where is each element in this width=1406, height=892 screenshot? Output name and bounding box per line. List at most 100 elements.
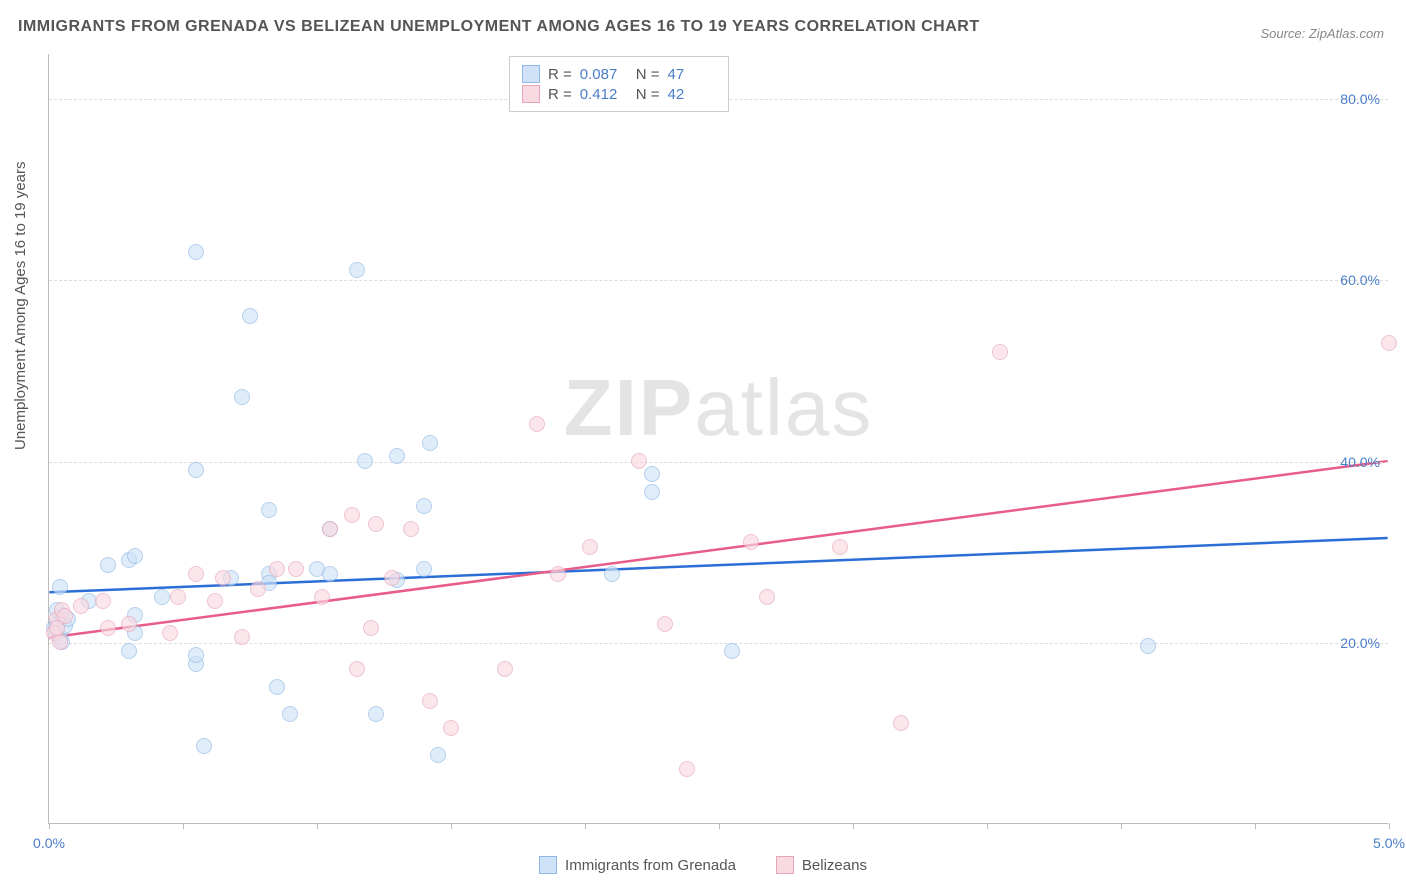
series2-point — [207, 593, 223, 609]
series1-point — [416, 561, 432, 577]
x-tick — [183, 823, 184, 829]
series2-point — [52, 634, 68, 650]
series2-point — [631, 453, 647, 469]
gridline — [49, 643, 1388, 644]
series2-trendline — [49, 461, 1387, 637]
x-tick — [451, 823, 452, 829]
series2-point — [550, 566, 566, 582]
watermark: ZIPatlas — [564, 362, 873, 454]
series2-point — [657, 616, 673, 632]
n-label: N = — [636, 66, 660, 83]
series2-point — [269, 561, 285, 577]
legend-row: R =0.412N =42 — [522, 85, 716, 103]
x-tick — [1121, 823, 1122, 829]
r-value: 0.412 — [580, 86, 628, 103]
x-tick — [1389, 823, 1390, 829]
series1-point — [644, 484, 660, 500]
y-axis-label: Unemployment Among Ages 16 to 19 years — [12, 161, 29, 450]
series1-point — [127, 548, 143, 564]
series2-point — [234, 629, 250, 645]
series2-point — [250, 581, 266, 597]
legend-swatch — [539, 856, 557, 874]
series1-point — [644, 466, 660, 482]
series1-point — [269, 679, 285, 695]
series2-point — [368, 516, 384, 532]
series2-point — [582, 539, 598, 555]
series2-point — [422, 693, 438, 709]
series2-point — [349, 661, 365, 677]
series2-point — [314, 589, 330, 605]
series2-point — [893, 715, 909, 731]
series2-point — [344, 507, 360, 523]
series1-point — [322, 566, 338, 582]
y-tick-label: 40.0% — [1340, 454, 1380, 470]
gridline — [49, 462, 1388, 463]
legend-label: Immigrants from Grenada — [565, 857, 736, 874]
source-attribution: Source: ZipAtlas.com — [1260, 26, 1384, 41]
series1-point — [188, 244, 204, 260]
legend-swatch — [776, 856, 794, 874]
x-tick — [317, 823, 318, 829]
watermark-zip: ZIP — [564, 363, 694, 452]
series1-point — [234, 389, 250, 405]
x-tick — [49, 823, 50, 829]
series1-point — [430, 747, 446, 763]
series2-point — [100, 620, 116, 636]
chart-title: IMMIGRANTS FROM GRENADA VS BELIZEAN UNEM… — [18, 18, 980, 36]
x-tick — [1255, 823, 1256, 829]
series1-point — [1140, 638, 1156, 654]
series2-point — [322, 521, 338, 537]
series2-point — [95, 593, 111, 609]
series1-point — [282, 706, 298, 722]
series2-point — [73, 598, 89, 614]
series1-point — [422, 435, 438, 451]
series2-point — [363, 620, 379, 636]
series1-point — [416, 498, 432, 514]
series2-point — [121, 616, 137, 632]
series1-point — [261, 502, 277, 518]
series1-point — [349, 262, 365, 278]
x-tick-label: 0.0% — [33, 835, 65, 851]
series1-point — [242, 308, 258, 324]
series1-point — [188, 647, 204, 663]
y-tick-label: 20.0% — [1340, 635, 1380, 651]
series1-point — [196, 738, 212, 754]
x-tick — [987, 823, 988, 829]
series1-point — [724, 643, 740, 659]
series1-point — [52, 579, 68, 595]
series2-point — [497, 661, 513, 677]
series2-point — [403, 521, 419, 537]
series2-point — [215, 570, 231, 586]
series2-point — [743, 534, 759, 550]
trendlines-layer — [49, 54, 1388, 823]
legend-swatch — [522, 65, 540, 83]
plot-area: ZIPatlas R =0.087N =47R =0.412N =42 20.0… — [48, 54, 1388, 824]
n-value: 42 — [668, 86, 716, 103]
series2-point — [443, 720, 459, 736]
series1-point — [188, 462, 204, 478]
series1-point — [389, 448, 405, 464]
legend-swatch — [522, 85, 540, 103]
series1-point — [604, 566, 620, 582]
series2-point — [759, 589, 775, 605]
series1-point — [121, 643, 137, 659]
series1-point — [368, 706, 384, 722]
n-label: N = — [636, 86, 660, 103]
watermark-atlas: atlas — [694, 363, 873, 452]
y-tick-label: 80.0% — [1340, 91, 1380, 107]
series2-point — [832, 539, 848, 555]
x-tick — [585, 823, 586, 829]
series2-point — [992, 344, 1008, 360]
legend-item: Belizeans — [776, 856, 867, 874]
gridline — [49, 280, 1388, 281]
series2-point — [57, 608, 73, 624]
series2-point — [384, 570, 400, 586]
series1-trendline — [49, 538, 1387, 592]
n-value: 47 — [668, 66, 716, 83]
x-tick-label: 5.0% — [1373, 835, 1405, 851]
legend-label: Belizeans — [802, 857, 867, 874]
series1-point — [100, 557, 116, 573]
series2-point — [679, 761, 695, 777]
series2-point — [1381, 335, 1397, 351]
series2-point — [288, 561, 304, 577]
